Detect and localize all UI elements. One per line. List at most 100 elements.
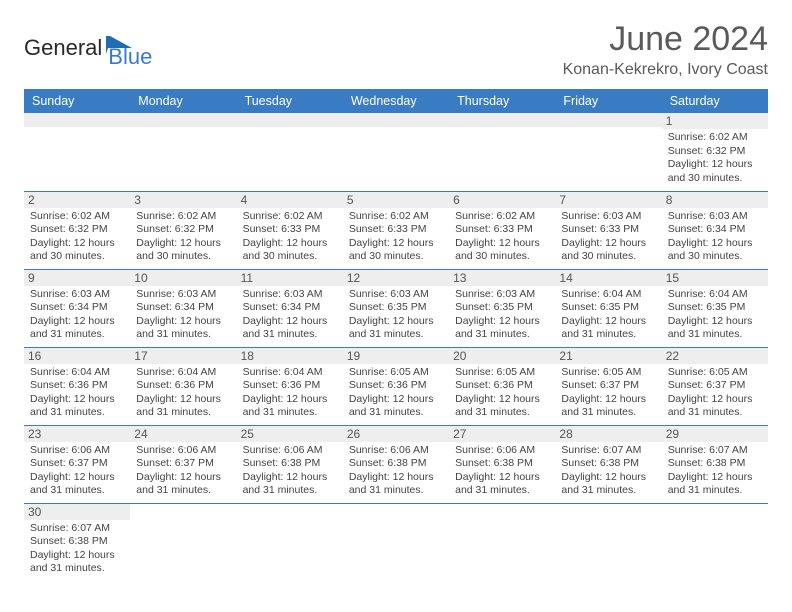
dow-monday: Monday — [130, 89, 236, 113]
calendar-day-cell: 3Sunrise: 6:02 AMSunset: 6:32 PMDaylight… — [130, 191, 236, 269]
calendar-day-cell: 8Sunrise: 6:03 AMSunset: 6:34 PMDaylight… — [662, 191, 768, 269]
day-number: 27 — [449, 426, 555, 442]
page-container: General Blue June 2024 Konan-Kekrekro, I… — [0, 0, 792, 601]
calendar-day-cell: 18Sunrise: 6:04 AMSunset: 6:36 PMDayligh… — [237, 347, 343, 425]
calendar-day-cell: 24 Sunrise: 6:06 AMSunset: 6:37 PMDayligh… — [130, 425, 236, 503]
calendar-day-cell: 27 Sunrise: 6:06 AMSunset: 6:38 PMDayligh… — [449, 425, 555, 503]
day-number: 6 — [449, 192, 555, 208]
calendar-day-cell: 15Sunrise: 6:04 AMSunset: 6:35 PMDayligh… — [662, 269, 768, 347]
day-details: Sunrise: 6:03 AMSunset: 6:34 PMDaylight:… — [30, 288, 124, 343]
day-details: Sunrise: 6:05 AMSunset: 6:36 PMDaylight:… — [455, 366, 549, 421]
calendar-day-cell — [449, 113, 555, 191]
day-number: 22 — [662, 348, 768, 364]
day-details: Sunrise: 6:05 AMSunset: 6:36 PMDaylight:… — [349, 366, 443, 421]
header: General Blue June 2024 Konan-Kekrekro, I… — [24, 20, 768, 79]
day-details: Sunrise: 6:07 AMSunset: 6:38 PMDaylight:… — [561, 444, 655, 499]
day-details: Sunrise: 6:03 AMSunset: 6:34 PMDaylight:… — [243, 288, 337, 343]
day-number: 19 — [343, 348, 449, 364]
day-number: 2 — [24, 192, 130, 208]
day-details: Sunrise: 6:06 AMSunset: 6:38 PMDaylight:… — [455, 444, 549, 499]
calendar-day-cell — [130, 503, 236, 581]
day-number: 20 — [449, 348, 555, 364]
calendar-day-cell — [24, 113, 130, 191]
day-details: Sunrise: 6:03 AMSunset: 6:34 PMDaylight:… — [668, 210, 762, 265]
day-number: 29 — [662, 426, 768, 442]
calendar-day-cell: 10Sunrise: 6:03 AMSunset: 6:34 PMDayligh… — [130, 269, 236, 347]
calendar-day-cell — [343, 503, 449, 581]
day-details: Sunrise: 6:02 AMSunset: 6:32 PMDaylight:… — [668, 131, 762, 186]
day-details: Sunrise: 6:02 AMSunset: 6:33 PMDaylight:… — [243, 210, 337, 265]
day-number: 18 — [237, 348, 343, 364]
calendar-day-cell: 5 Sunrise: 6:02 AMSunset: 6:33 PMDaylight… — [343, 191, 449, 269]
dow-friday: Friday — [555, 89, 661, 113]
day-details: Sunrise: 6:07 AMSunset: 6:38 PMDaylight:… — [668, 444, 762, 499]
calendar-header-row: Sunday Monday Tuesday Wednesday Thursday… — [24, 89, 768, 113]
day-details: Sunrise: 6:02 AMSunset: 6:33 PMDaylight:… — [349, 210, 443, 265]
day-details: Sunrise: 6:07 AMSunset: 6:38 PMDaylight:… — [30, 522, 124, 577]
dow-thursday: Thursday — [449, 89, 555, 113]
day-number: 25 — [237, 426, 343, 442]
dow-wednesday: Wednesday — [343, 89, 449, 113]
day-details: Sunrise: 6:04 AMSunset: 6:36 PMDaylight:… — [30, 366, 124, 421]
calendar-day-cell: 13Sunrise: 6:03 AMSunset: 6:35 PMDayligh… — [449, 269, 555, 347]
day-number: 28 — [555, 426, 661, 442]
calendar-body: 1 Sunrise: 6:02 AMSunset: 6:32 PMDaylight… — [24, 113, 768, 581]
day-number: 17 — [130, 348, 236, 364]
day-number: 16 — [24, 348, 130, 364]
day-details: Sunrise: 6:03 AMSunset: 6:35 PMDaylight:… — [455, 288, 549, 343]
calendar-day-cell — [555, 113, 661, 191]
day-number: 24 — [130, 426, 236, 442]
day-number: 14 — [555, 270, 661, 286]
calendar-week-row: 9 Sunrise: 6:03 AMSunset: 6:34 PMDaylight… — [24, 269, 768, 347]
calendar-week-row: 2 Sunrise: 6:02 AMSunset: 6:32 PMDaylight… — [24, 191, 768, 269]
calendar-day-cell: 16 Sunrise: 6:04 AMSunset: 6:36 PMDayligh… — [24, 347, 130, 425]
title-block: June 2024 Konan-Kekrekro, Ivory Coast — [563, 20, 768, 79]
dow-tuesday: Tuesday — [237, 89, 343, 113]
day-number: 11 — [237, 270, 343, 286]
day-details: Sunrise: 6:03 AMSunset: 6:35 PMDaylight:… — [349, 288, 443, 343]
brand-logo: General Blue — [24, 20, 152, 70]
calendar-day-cell: 28 Sunrise: 6:07 AMSunset: 6:38 PMDayligh… — [555, 425, 661, 503]
day-details: Sunrise: 6:02 AMSunset: 6:32 PMDaylight:… — [136, 210, 230, 265]
day-details: Sunrise: 6:06 AMSunset: 6:38 PMDaylight:… — [243, 444, 337, 499]
calendar-day-cell: 20 Sunrise: 6:05 AMSunset: 6:36 PMDayligh… — [449, 347, 555, 425]
day-number: 26 — [343, 426, 449, 442]
day-details: Sunrise: 6:03 AMSunset: 6:34 PMDaylight:… — [136, 288, 230, 343]
calendar-day-cell: 26Sunrise: 6:06 AMSunset: 6:38 PMDayligh… — [343, 425, 449, 503]
day-details: Sunrise: 6:02 AMSunset: 6:32 PMDaylight:… — [30, 210, 124, 265]
day-number: 30 — [24, 504, 130, 520]
day-details: Sunrise: 6:06 AMSunset: 6:37 PMDaylight:… — [30, 444, 124, 499]
calendar-day-cell: 11 Sunrise: 6:03 AMSunset: 6:34 PMDayligh… — [237, 269, 343, 347]
calendar-day-cell: 22Sunrise: 6:05 AMSunset: 6:37 PMDayligh… — [662, 347, 768, 425]
calendar-week-row: 16 Sunrise: 6:04 AMSunset: 6:36 PMDayligh… — [24, 347, 768, 425]
empty-day-header — [343, 113, 449, 127]
calendar-week-row: 1 Sunrise: 6:02 AMSunset: 6:32 PMDaylight… — [24, 113, 768, 191]
day-number: 21 — [555, 348, 661, 364]
empty-day-header — [449, 113, 555, 127]
day-number: 4 — [237, 192, 343, 208]
month-title: June 2024 — [563, 20, 768, 59]
empty-day-header — [555, 113, 661, 127]
day-number: 9 — [24, 270, 130, 286]
day-number: 15 — [662, 270, 768, 286]
calendar-week-row: 23Sunrise: 6:06 AMSunset: 6:37 PMDayligh… — [24, 425, 768, 503]
day-details: Sunrise: 6:03 AMSunset: 6:33 PMDaylight:… — [561, 210, 655, 265]
calendar-day-cell — [555, 503, 661, 581]
calendar-day-cell — [130, 113, 236, 191]
day-number: 5 — [343, 192, 449, 208]
calendar-day-cell — [237, 113, 343, 191]
calendar-day-cell — [343, 113, 449, 191]
calendar-day-cell: 30 Sunrise: 6:07 AMSunset: 6:38 PMDayligh… — [24, 503, 130, 581]
calendar-day-cell: 29 Sunrise: 6:07 AMSunset: 6:38 PMDayligh… — [662, 425, 768, 503]
calendar-day-cell: 14Sunrise: 6:04 AMSunset: 6:35 PMDayligh… — [555, 269, 661, 347]
calendar-day-cell: 19 Sunrise: 6:05 AMSunset: 6:36 PMDayligh… — [343, 347, 449, 425]
day-number: 1 — [662, 113, 768, 129]
empty-day-header — [24, 113, 130, 127]
calendar-day-cell: 7 Sunrise: 6:03 AMSunset: 6:33 PMDaylight… — [555, 191, 661, 269]
calendar-day-cell: 4 Sunrise: 6:02 AMSunset: 6:33 PMDaylight… — [237, 191, 343, 269]
day-number: 7 — [555, 192, 661, 208]
day-details: Sunrise: 6:06 AMSunset: 6:37 PMDaylight:… — [136, 444, 230, 499]
calendar-day-cell: 6Sunrise: 6:02 AMSunset: 6:33 PMDaylight… — [449, 191, 555, 269]
empty-day-header — [237, 113, 343, 127]
day-number: 12 — [343, 270, 449, 286]
